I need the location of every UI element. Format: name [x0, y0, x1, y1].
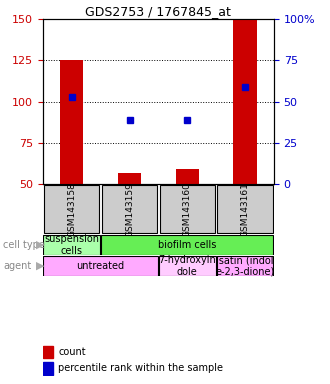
Text: ▶: ▶ [36, 261, 45, 271]
FancyBboxPatch shape [159, 256, 215, 276]
Bar [233, 19, 256, 184]
Text: percentile rank within the sample: percentile rank within the sample [58, 364, 223, 374]
Title: GDS2753 / 1767845_at: GDS2753 / 1767845_at [85, 5, 231, 18]
Text: count: count [58, 347, 86, 357]
Text: agent: agent [3, 261, 32, 271]
Text: GSM143159: GSM143159 [125, 182, 134, 237]
Text: GSM143158: GSM143158 [67, 182, 76, 237]
Bar [176, 169, 199, 184]
FancyBboxPatch shape [217, 256, 273, 276]
Text: biofilm cells: biofilm cells [158, 240, 216, 250]
Text: cell type: cell type [3, 240, 45, 250]
FancyBboxPatch shape [102, 185, 157, 233]
Bar [43, 346, 53, 358]
Text: untreated: untreated [77, 261, 125, 271]
FancyBboxPatch shape [217, 185, 273, 233]
Bar [60, 61, 83, 184]
Text: GSM143161: GSM143161 [241, 182, 249, 237]
Text: 7-hydroxyin
dole: 7-hydroxyin dole [158, 255, 216, 277]
FancyBboxPatch shape [159, 185, 215, 233]
Text: ▶: ▶ [36, 240, 45, 250]
Bar [118, 173, 141, 184]
FancyBboxPatch shape [101, 235, 273, 255]
Text: GSM143160: GSM143160 [183, 182, 192, 237]
Text: suspension
cells: suspension cells [44, 234, 99, 256]
FancyBboxPatch shape [44, 256, 158, 276]
FancyBboxPatch shape [44, 185, 100, 233]
Text: isatin (indol
e-2,3-dione): isatin (indol e-2,3-dione) [215, 255, 275, 277]
FancyBboxPatch shape [44, 235, 100, 255]
Bar [43, 362, 53, 375]
